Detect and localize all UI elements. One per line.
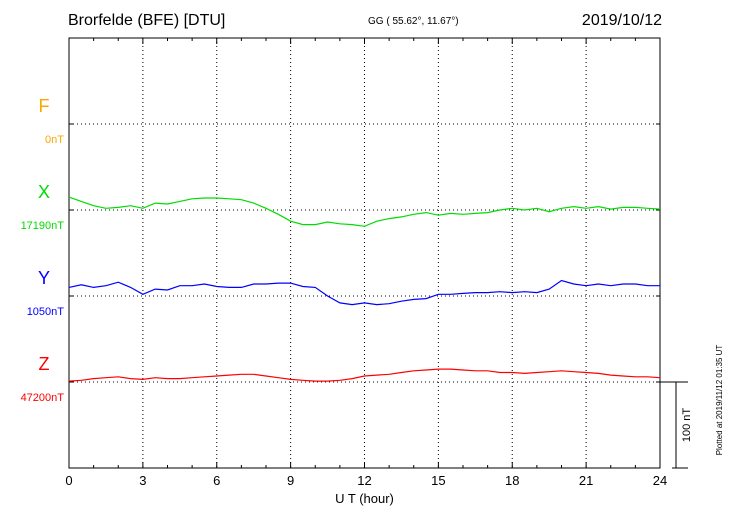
scale-bar-label: 100 nT <box>681 408 693 443</box>
series-line-y <box>68 279 660 306</box>
channel-labels: F 0nT X 17190nT Y 1050nT Z 47200nT <box>21 96 65 404</box>
channel-baseline-f: 0nT <box>45 134 64 146</box>
x-tick-label: 9 <box>287 473 294 488</box>
x-tick-label: 24 <box>653 473 667 488</box>
x-tick-label: 21 <box>579 473 593 488</box>
series-group <box>68 196 661 382</box>
scale-bar: 100 nT <box>660 381 693 469</box>
x-tick-label: 6 <box>213 473 220 488</box>
channel-name-y: Y <box>38 268 50 288</box>
x-axis-ticks: 0 3 6 9 12 15 18 21 24 <box>65 37 667 488</box>
channel-baseline-x: 17190nT <box>21 220 65 232</box>
series-line-x <box>68 196 661 227</box>
x-tick-label: 15 <box>431 473 445 488</box>
channel-baseline-y: 1050nT <box>27 306 65 318</box>
x-tick-label: 3 <box>139 473 146 488</box>
channel-baseline-z: 47200nT <box>21 392 65 404</box>
station-title: Brorfelde (BFE) [DTU] <box>68 12 226 29</box>
x-axis-title: U T (hour) <box>335 491 394 506</box>
channel-name-z: Z <box>39 354 50 374</box>
coordinates-label: GG ( 55.62°, 11.67°) <box>368 16 459 27</box>
grid <box>69 38 660 468</box>
plotted-timestamp: Plotted at 2019/11/12 01:35 UT <box>715 345 724 456</box>
channel-name-f: F <box>39 96 50 116</box>
x-tick-label: 18 <box>505 473 519 488</box>
x-tick-label: 0 <box>65 473 72 488</box>
series-line-z <box>68 368 661 382</box>
date-label: 2019/10/12 <box>581 12 662 29</box>
x-tick-label: 12 <box>357 473 371 488</box>
channel-name-x: X <box>38 182 50 202</box>
